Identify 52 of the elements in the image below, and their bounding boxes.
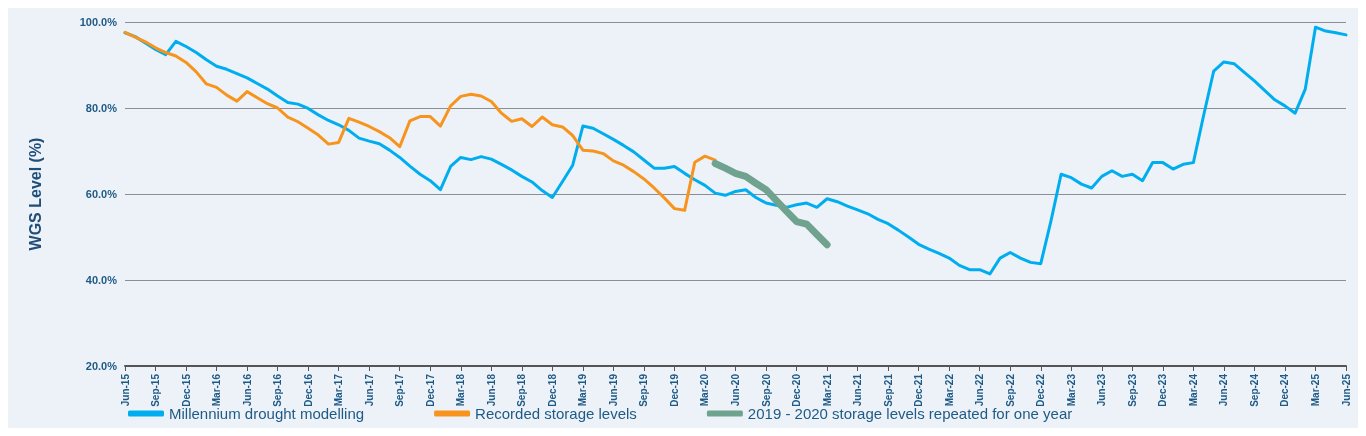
x-tick-label: Jun-17 bbox=[363, 373, 375, 407]
y-tick-label: 80.0% bbox=[85, 102, 118, 114]
y-tick-label: 60.0% bbox=[85, 188, 118, 200]
x-tick-label: Jun-21 bbox=[852, 373, 864, 407]
x-tick-label: Sep-18 bbox=[516, 373, 528, 407]
x-tick-label: Jun-25 bbox=[1340, 373, 1352, 407]
x-tick-label: Sep-22 bbox=[1004, 373, 1016, 407]
legend-label: Millennium drought modelling bbox=[169, 405, 365, 422]
x-tick-label: Sep-16 bbox=[272, 373, 284, 407]
x-tick-label: Dec-18 bbox=[546, 373, 558, 407]
x-tick-label: Mar-21 bbox=[821, 373, 833, 407]
x-tick-label: Mar-17 bbox=[333, 373, 345, 407]
y-tick-label: 20.0% bbox=[85, 360, 118, 372]
x-tick-label: Dec-22 bbox=[1035, 373, 1047, 407]
x-tick-label: Mar-16 bbox=[211, 373, 223, 407]
y-tick-label: 100.0% bbox=[79, 16, 118, 28]
x-tick-label: Dec-19 bbox=[668, 373, 680, 407]
x-tick-label: Dec-23 bbox=[1157, 373, 1169, 407]
x-tick-label: Mar-24 bbox=[1187, 373, 1199, 407]
legend-label: Recorded storage levels bbox=[475, 405, 637, 422]
line-series bbox=[123, 30, 717, 212]
y-axis-title: WGS Level (%) bbox=[26, 137, 44, 251]
x-tick-label: Mar-18 bbox=[455, 373, 467, 407]
x-tick-label: Mar-20 bbox=[699, 373, 711, 407]
x-tick-label: Mar-23 bbox=[1065, 373, 1077, 407]
x-tick-label: Dec-17 bbox=[424, 373, 436, 407]
x-tick-label: Sep-19 bbox=[638, 373, 650, 407]
x-tick-label: Mar-25 bbox=[1309, 373, 1321, 407]
x-tick-label: Mar-19 bbox=[577, 373, 589, 407]
x-tick-label: Sep-15 bbox=[150, 373, 162, 407]
x-tick-label: Dec-15 bbox=[180, 373, 192, 407]
legend-label: 2019 - 2020 storage levels repeated for one year bbox=[747, 405, 1073, 422]
x-tick-label: Jun-16 bbox=[241, 373, 253, 407]
y-tick-label: 40.0% bbox=[85, 274, 118, 286]
x-tick-label: Jun-23 bbox=[1096, 373, 1108, 407]
x-tick-label: Dec-16 bbox=[302, 373, 314, 407]
x-tick-label: Sep-23 bbox=[1126, 373, 1138, 407]
x-tick-label: Jun-24 bbox=[1218, 373, 1230, 407]
x-tick-label: Sep-20 bbox=[760, 373, 772, 407]
x-tick-label: Sep-24 bbox=[1248, 373, 1260, 407]
x-tick-label: Jun-18 bbox=[485, 373, 497, 407]
x-tick-label: Sep-17 bbox=[394, 373, 406, 407]
x-tick-label: Dec-24 bbox=[1279, 373, 1291, 407]
x-tick-label: Mar-22 bbox=[943, 373, 955, 407]
x-tick-label: Jun-20 bbox=[730, 373, 741, 407]
x-tick-label: Jun-22 bbox=[974, 373, 986, 407]
x-tick-label: Jun-15 bbox=[119, 373, 131, 407]
x-tick-label: Dec-20 bbox=[791, 373, 803, 407]
x-tick-label: Sep-21 bbox=[882, 373, 894, 407]
line-series bbox=[123, 25, 1348, 276]
x-tick-label: Jun-19 bbox=[607, 373, 619, 407]
x-tick-label: Dec-21 bbox=[913, 373, 925, 407]
